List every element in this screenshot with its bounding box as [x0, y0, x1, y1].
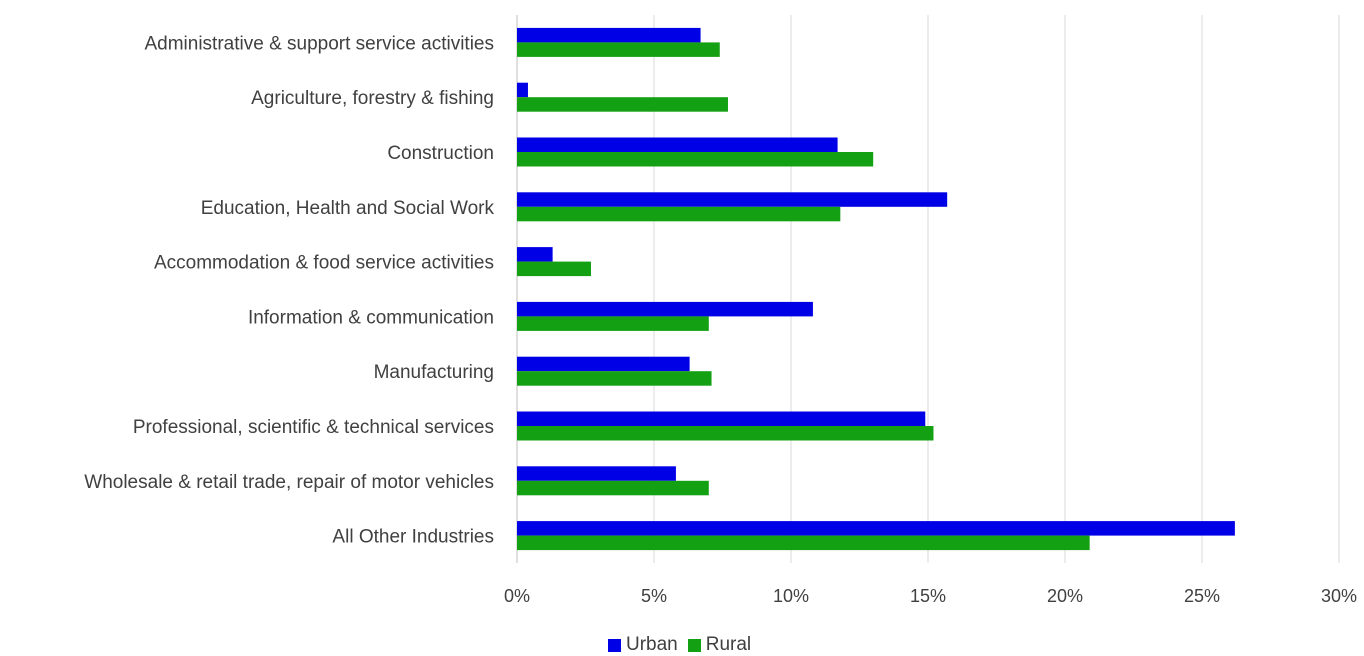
bar-urban	[517, 137, 838, 152]
category-labels: Administrative & support service activit…	[84, 33, 494, 547]
bar-rural	[517, 152, 874, 167]
legend-swatch-rural	[687, 638, 701, 652]
category-label: Education, Health and Social Work	[201, 198, 495, 219]
bar-rural	[517, 206, 841, 222]
category-label: All Other Industries	[332, 527, 494, 548]
category-label: Agriculture, forestry & fishing	[251, 88, 494, 109]
bar-urban	[517, 192, 948, 207]
x-tick-label: 30%	[1321, 586, 1357, 606]
bar-rural	[517, 316, 709, 331]
x-tick-label: 10%	[773, 586, 809, 606]
legend-label-urban: Urban	[626, 634, 678, 655]
legend-swatch-urban	[608, 638, 621, 652]
bar-urban	[517, 466, 676, 481]
category-label: Information & communication	[248, 307, 494, 328]
bar-rural	[517, 97, 728, 112]
x-tick-labels: 0% 5% 10% 15% 20% 25% 30%	[504, 586, 1357, 606]
category-label: Administrative & support service activit…	[144, 33, 494, 54]
legend-item-rural: Rural	[687, 634, 752, 656]
bar-urban	[517, 247, 553, 262]
bar-urban	[517, 356, 690, 372]
bar-rural	[517, 42, 720, 57]
bar-urban	[517, 521, 1235, 536]
bar-urban	[517, 82, 528, 98]
bar-rural	[517, 371, 712, 386]
bar-rural	[517, 480, 709, 496]
category-label: Accommodation & food service activities	[154, 253, 494, 274]
bar-rural	[517, 426, 934, 441]
bar-urban	[517, 301, 813, 317]
legend-item-urban: Urban	[608, 634, 678, 656]
category-label: Manufacturing	[374, 362, 494, 383]
bar-urban	[517, 411, 926, 426]
x-tick-label: 0%	[504, 586, 530, 606]
category-label: Professional, scientific & technical ser…	[133, 417, 494, 438]
bars	[517, 27, 1235, 551]
bar-rural	[517, 535, 1090, 551]
x-tick-label: 15%	[910, 586, 946, 606]
x-tick-label: 20%	[1047, 586, 1083, 606]
legend: Urban Rural	[608, 634, 761, 656]
x-tick-label: 25%	[1184, 586, 1220, 606]
category-label: Wholesale & retail trade, repair of moto…	[84, 472, 494, 493]
bar-rural	[517, 261, 591, 277]
bar-urban	[517, 27, 701, 43]
legend-label-rural: Rural	[705, 634, 752, 655]
x-tick-label: 5%	[641, 586, 667, 606]
category-label: Construction	[387, 143, 494, 164]
